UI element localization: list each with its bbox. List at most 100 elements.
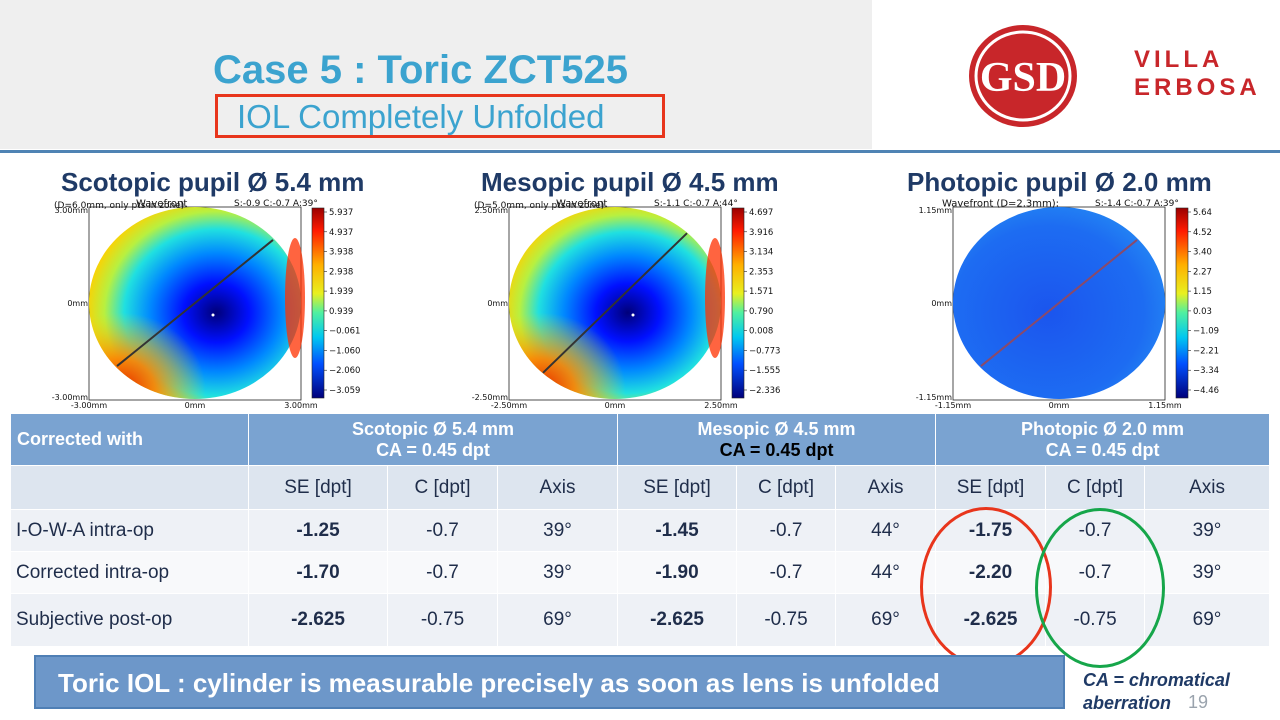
wavefront-edge-zone — [285, 238, 305, 358]
table-cell: 39° — [496, 551, 619, 594]
page-number: 19 — [1188, 692, 1209, 712]
y-tick-label: -3.00mm — [52, 393, 88, 402]
x-tick-label: -2.50mm — [491, 401, 527, 410]
colorbar — [731, 207, 745, 399]
x-tick-label: -1.15mm — [935, 401, 971, 410]
wavefront-stats: S:-1.1 C:-0.7 A:44° — [654, 199, 738, 209]
table-cell: -0.75 — [736, 593, 837, 647]
row-label: I-O-W-A intra-op — [10, 509, 249, 552]
cylinder-highlight-circle — [1035, 508, 1165, 668]
row-label: Subjective post-op — [10, 593, 249, 647]
slide-subtitle: IOL Completely Unfolded — [237, 98, 605, 135]
subheader-axis: Axis — [835, 465, 937, 510]
row-label: Corrected intra-op — [10, 551, 249, 594]
wavefront-plot: Wavefront(D=6.0mm, only pts in zone) S:-0… — [52, 198, 361, 410]
group-ca: CA = 0.45 dpt — [376, 439, 490, 460]
colorbar-tick-label: 3.938 — [329, 248, 353, 258]
subheader-se: SE [dpt] — [617, 465, 738, 510]
empty-subheader-cell — [10, 465, 249, 510]
table-cell: 39° — [496, 509, 619, 552]
table-cell: 69° — [496, 593, 619, 647]
table-header-row: Corrected with Scotopic Ø 5.4 mm CA = 0.… — [10, 413, 1271, 466]
photopic-group-header: Photopic Ø 2.0 mm CA = 0.45 dpt — [935, 413, 1271, 466]
table-cell: -0.7 — [387, 551, 498, 594]
colorbar-tick-label: −1.09 — [1193, 327, 1219, 337]
colorbar-tick-label: −2.21 — [1193, 346, 1219, 356]
zone-label: (D=5.0mm, only pts in zone) — [474, 201, 604, 211]
y-tick-label: 3.00mm — [55, 206, 89, 215]
table-subheader-row: SE [dpt] C [dpt] Axis SE [dpt] C [dpt] A… — [10, 465, 1271, 510]
subheader-c: C [dpt] — [387, 465, 498, 510]
table-cell: -1.90 — [617, 551, 738, 594]
conclusion-banner: Toric IOL : cylinder is measurable preci… — [34, 655, 1065, 709]
wavefront-stats: S:-0.9 C:-0.7 A:39° — [234, 199, 318, 209]
header-band — [0, 0, 872, 149]
colorbar-tick-label: 0.790 — [749, 307, 773, 317]
colorbar-tick-label: 4.52 — [1193, 228, 1212, 238]
table-row: I-O-W-A intra-op -1.25 -0.7 39° -1.45 -0… — [10, 509, 1271, 552]
table-cell: -1.45 — [617, 509, 738, 552]
group-ca: CA = 0.45 dpt — [719, 439, 834, 460]
gsd-logo-icon: GSD — [969, 25, 1077, 127]
group-name: Mesopic Ø 4.5 mm — [697, 418, 856, 439]
plot-title: Wavefront — [136, 198, 187, 209]
table-cell: -0.7 — [736, 551, 837, 594]
x-tick-label: 2.50mm — [704, 401, 738, 410]
colorbar-tick-label: −2.336 — [749, 386, 780, 396]
scotopic-group-header: Scotopic Ø 5.4 mm CA = 0.45 dpt — [247, 413, 619, 466]
plot-title: Wavefront — [556, 198, 607, 209]
scotopic-wavefront-map: Wavefront (D=6.0mm, only pts in zone) S:-0… — [46, 196, 416, 411]
wavefront-edge-zone — [705, 238, 725, 358]
corner-header: Corrected with — [10, 413, 249, 466]
group-name: Photopic Ø 2.0 mm — [1021, 418, 1185, 439]
colorbar-tick-label: 2.938 — [329, 267, 353, 277]
colorbar-tick-label: 4.697 — [749, 208, 773, 218]
colorbar-tick-label: 5.64 — [1193, 208, 1212, 218]
wavefront-plot: Wavefront (D=2.3mm): S:-1.4 C:-0.7 A:39° 1… — [916, 198, 1219, 410]
brand-line-2: ERBOSA — [1134, 74, 1261, 101]
photopic-heading: Photopic pupil Ø 2.0 mm — [907, 167, 1212, 197]
x-tick-label: 0mm — [185, 401, 206, 410]
colorbar-tick-label: 1.571 — [749, 287, 773, 297]
y-tick-label: -1.15mm — [916, 393, 952, 402]
colorbar-tick-label: −1.555 — [749, 366, 780, 376]
colorbar-tick-label: 0.03 — [1193, 307, 1212, 317]
x-tick-label: -3.00mm — [71, 401, 107, 410]
y-tick-label: 1.15mm — [919, 206, 953, 215]
group-ca: CA = 0.45 dpt — [1045, 439, 1160, 460]
photopic-wavefront-map: Wavefront (D=2.3mm): S:-1.4 C:-0.7 A:39° 1… — [910, 196, 1280, 411]
cylinder-axis-line — [542, 232, 688, 374]
y-tick-label: 0mm — [487, 299, 508, 308]
table-cell: -1.25 — [248, 509, 388, 552]
pupil-center-dot — [211, 313, 215, 317]
se-highlight-circle — [920, 507, 1052, 667]
brand-line-1: VILLA — [1134, 46, 1224, 73]
colorbar-tick-label: −2.060 — [329, 366, 360, 376]
plot-title: Wavefront (D=2.3mm): — [942, 198, 1059, 209]
brand-name: VILLA ERBOSA — [1134, 46, 1261, 102]
wavefront-plot: Wavefront(D=5.0mm, only pts in zone) S:-1… — [472, 198, 781, 410]
mesopic-wavefront-map: Wavefront (D=5.0mm, only pts in zone) S:-1… — [466, 196, 836, 411]
ca-footnote-line-1: CA = chromatical — [1083, 670, 1230, 690]
colorbar-tick-label: 3.916 — [749, 228, 773, 238]
colorbar-tick-label: 3.134 — [749, 248, 773, 258]
cylinder-axis-line — [116, 239, 274, 367]
colorbar-tick-label: 5.937 — [329, 208, 353, 218]
y-tick-label: 2.50mm — [475, 206, 509, 215]
subheader-c: C [dpt] — [1045, 465, 1146, 510]
header-divider — [0, 150, 1280, 153]
mesopic-heading: Mesopic pupil Ø 4.5 mm — [481, 167, 779, 197]
colorbar-tick-label: 1.939 — [329, 287, 353, 297]
ca-footnote: CA = chromatical aberration — [1083, 669, 1230, 715]
table-cell: -0.75 — [387, 593, 498, 647]
x-tick-label: 1.15mm — [1148, 401, 1182, 410]
table-cell: 69° — [1144, 593, 1271, 647]
y-tick-label: -2.50mm — [472, 393, 508, 402]
table-cell: 39° — [1144, 551, 1271, 594]
table-cell: -2.625 — [248, 593, 388, 647]
table-cell: 44° — [835, 509, 937, 552]
colorbar-tick-label: 1.15 — [1193, 287, 1212, 297]
x-tick-label: 0mm — [605, 401, 626, 410]
table-cell: -1.70 — [248, 551, 388, 594]
colorbar-tick-label: −1.060 — [329, 346, 360, 356]
